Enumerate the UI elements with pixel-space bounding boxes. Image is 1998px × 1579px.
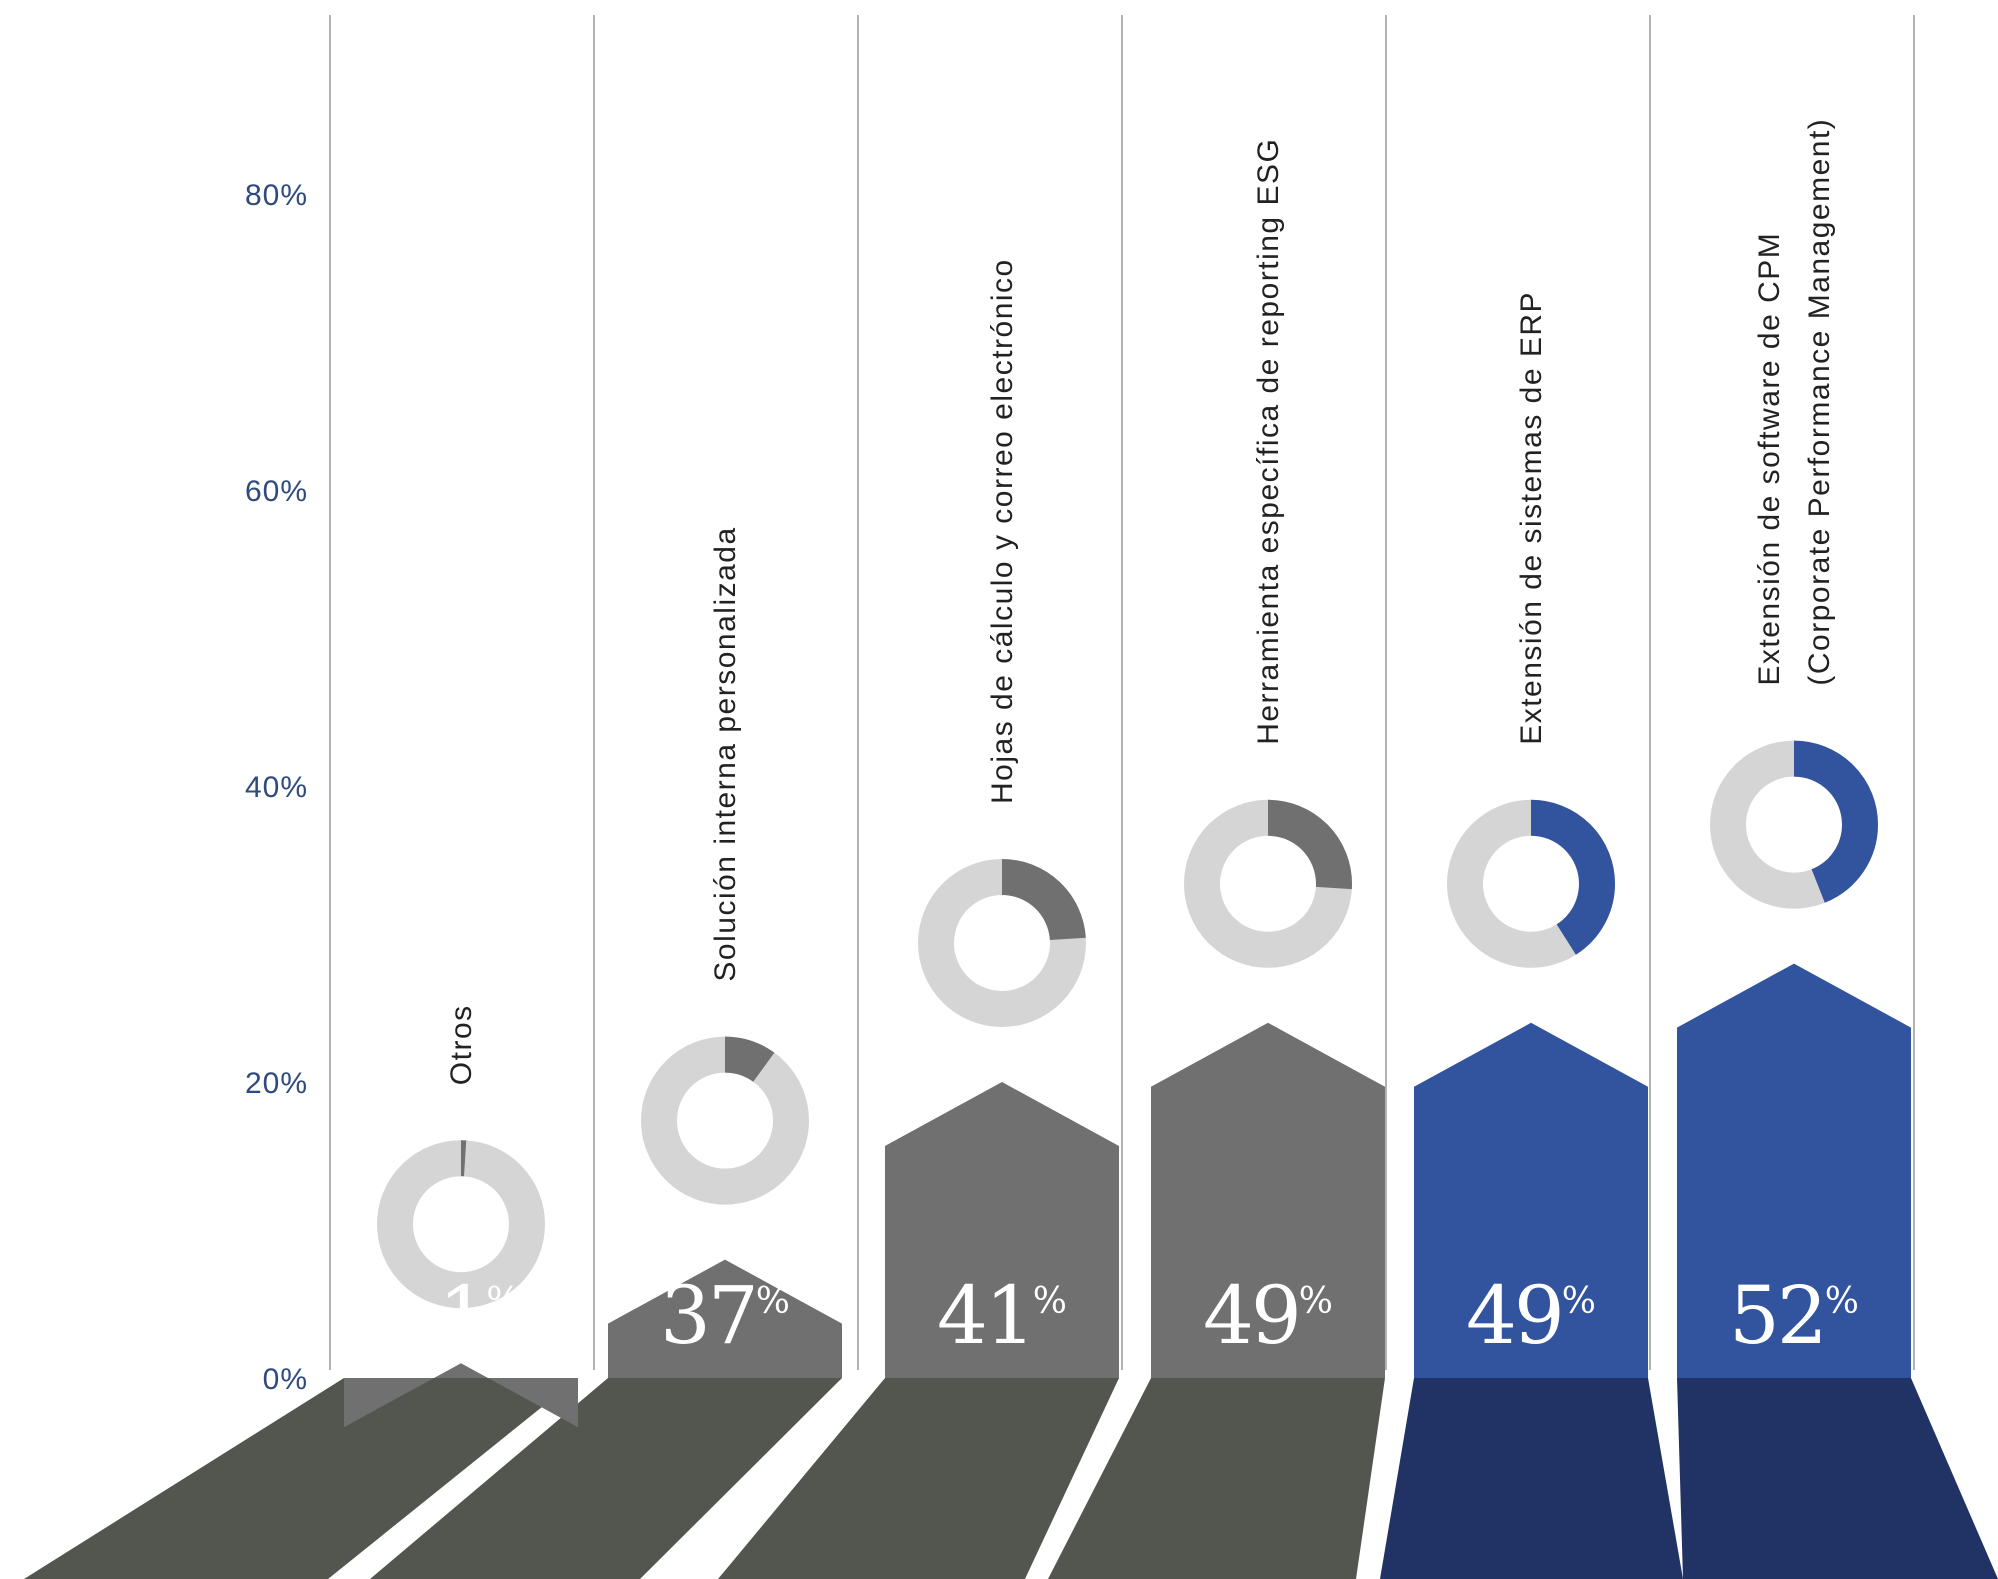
bar bbox=[608, 1259, 842, 1378]
category-label: (Corporate Performance Management) bbox=[1803, 118, 1836, 686]
value-number: 49 bbox=[1466, 1269, 1562, 1362]
donut-segment bbox=[377, 1140, 545, 1309]
bar-base bbox=[1677, 1378, 1998, 1579]
bar-base bbox=[1048, 1378, 1385, 1579]
value-number: 49 bbox=[1203, 1269, 1299, 1362]
y-tick-label: 40% bbox=[245, 771, 308, 804]
donut bbox=[641, 1036, 809, 1205]
donut bbox=[377, 1140, 545, 1309]
bar-base bbox=[370, 1378, 842, 1579]
value-number: 52 bbox=[1729, 1269, 1825, 1362]
donut-track bbox=[641, 1036, 809, 1205]
y-tick-label: 60% bbox=[245, 475, 308, 508]
donut-segment bbox=[1710, 740, 1878, 909]
bar bbox=[1414, 1022, 1648, 1378]
category-labels: Otros Solución interna personalizada Hojas… bbox=[445, 118, 1836, 1086]
column-separators bbox=[329, 15, 1915, 1370]
value-percent: % bbox=[756, 1281, 790, 1322]
value-label: <1% bbox=[402, 1269, 521, 1362]
bar-base bbox=[718, 1378, 1119, 1579]
category-label: Herramienta específica de reporting ESG bbox=[1252, 138, 1285, 745]
category-label: Hojas de cálculo y correo electrónico bbox=[986, 258, 1019, 804]
category-label: Otros bbox=[445, 1004, 478, 1085]
value-label: 49% bbox=[1466, 1269, 1596, 1362]
value-percent: % bbox=[1033, 1281, 1067, 1322]
value-label: 52% bbox=[1729, 1269, 1859, 1362]
y-tick-label: 20% bbox=[245, 1067, 308, 1100]
donut bbox=[1184, 799, 1352, 968]
bar bbox=[1151, 1022, 1385, 1378]
value-percent: % bbox=[486, 1281, 520, 1322]
value-percent: % bbox=[1299, 1281, 1333, 1322]
donuts bbox=[377, 740, 1878, 1309]
bars bbox=[344, 963, 1911, 1428]
perspective-bases bbox=[24, 1378, 1998, 1579]
value-percent: % bbox=[1562, 1281, 1596, 1322]
value-prefix: < bbox=[402, 1297, 439, 1348]
value-number: 37 bbox=[660, 1269, 756, 1362]
value-percent: % bbox=[1825, 1281, 1859, 1322]
category-label: Solución interna personalizada bbox=[709, 526, 742, 981]
y-axis: 0% 20% 40% 60% 80% bbox=[245, 179, 308, 1396]
category-label: Extensión de software de CPM bbox=[1753, 232, 1786, 686]
donut bbox=[1447, 799, 1615, 968]
donut bbox=[1710, 740, 1878, 909]
value-number: 1 bbox=[438, 1269, 486, 1362]
donut-segment bbox=[641, 1036, 809, 1205]
bar bbox=[344, 1363, 578, 1428]
bar bbox=[885, 1082, 1119, 1378]
donut bbox=[918, 859, 1086, 1027]
bar-base bbox=[24, 1378, 578, 1579]
category-label: Extensión de sistemas de ERP bbox=[1515, 291, 1548, 745]
donut-segment bbox=[1184, 799, 1352, 968]
bar-base bbox=[1380, 1378, 1683, 1579]
value-number: 41 bbox=[937, 1269, 1033, 1362]
value-labels: <1% 37% 41% 49% 49% 52% bbox=[402, 1269, 1860, 1362]
donut-segment bbox=[918, 859, 1086, 1027]
value-label: 41% bbox=[937, 1269, 1067, 1362]
y-tick-label: 0% bbox=[263, 1363, 308, 1396]
bar bbox=[1677, 963, 1911, 1378]
y-tick-label: 80% bbox=[245, 179, 308, 212]
value-label: 37% bbox=[660, 1269, 790, 1362]
donut-segment bbox=[1447, 799, 1615, 968]
value-label: 49% bbox=[1203, 1269, 1333, 1362]
